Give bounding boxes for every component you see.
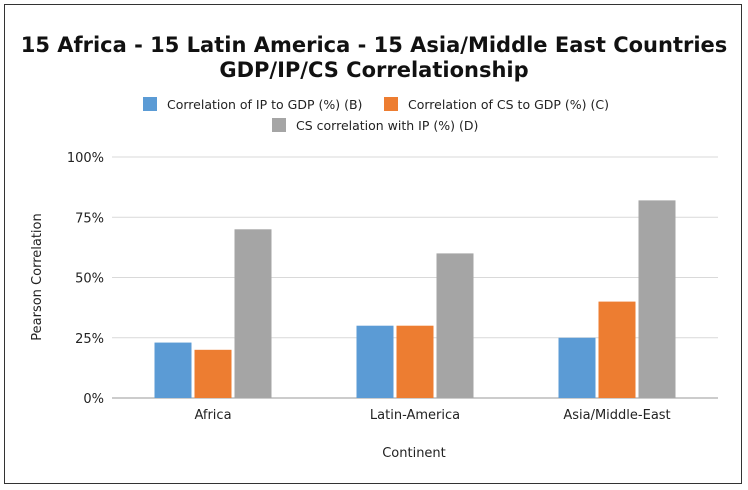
x-tick-label: Africa [194,408,231,423]
x-tick-label: Latin-America [370,408,460,423]
legend: Correlation of IP to GDP (%) (B) Correlat… [143,97,609,133]
x-axis-label: Continent [382,446,446,461]
bar-1-latin-america [356,325,394,398]
y-tick-label: 0% [83,392,104,407]
bar-1-asia-middle-east [558,337,596,398]
bar-3-latin-america [436,253,474,398]
chart-frame [4,4,742,484]
legend-label: CS correlation with IP (%) (D) [296,118,478,133]
x-tick-label: Asia/Middle-East [563,408,670,423]
y-axis-ticks: 0% 25% 50% 75% 100% [67,151,104,407]
legend-label: Correlation of CS to GDP (%) (C) [408,97,609,112]
y-tick-label: 100% [67,151,104,166]
bar-3-asia-middle-east [638,200,676,398]
chart-subtitle: GDP/IP/CS Correlationship [219,58,528,82]
legend-swatch [384,97,398,111]
bar-2-africa [194,349,232,398]
chart-title: 15 Africa - 15 Latin America - 15 Asia/M… [21,33,728,57]
bar-1-africa [154,342,192,398]
bar-2-asia-middle-east [598,301,636,398]
legend-label: Correlation of IP to GDP (%) (B) [167,97,362,112]
y-tick-label: 25% [75,332,104,347]
legend-swatch [143,97,157,111]
bar-3-africa [234,229,272,398]
bars [154,200,676,398]
x-axis-ticks: Africa Latin-America Asia/Middle-East [194,408,670,423]
bar-2-latin-america [396,325,434,398]
y-axis-label: Pearson Correlation [30,213,45,340]
legend-swatch [272,118,286,132]
y-tick-label: 50% [75,272,104,287]
y-tick-label: 75% [75,211,104,226]
